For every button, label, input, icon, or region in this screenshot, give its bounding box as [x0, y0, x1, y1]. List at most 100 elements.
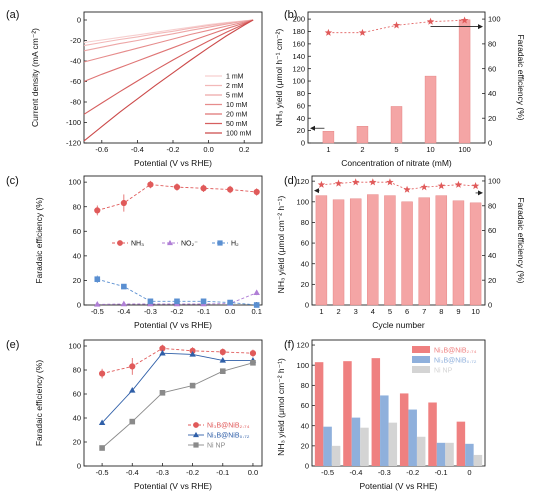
panel-d: (d) 0 20 40 60 80 100 120 0 20 40 60 80 100 1 2 3 4 5 6 7 8 9 1…	[276, 175, 526, 330]
panel-e-legend-marker-0	[193, 422, 199, 428]
panel-f-bar-2-0	[331, 445, 341, 466]
panel-f-bar-0-1	[343, 361, 352, 466]
panel-f-legend-label-2: Ni NP	[434, 368, 453, 375]
panel-d-bar-7	[435, 195, 448, 306]
panel-e-ytick-label-4: 80	[73, 366, 81, 375]
panel-e-point-0-4	[219, 348, 226, 356]
panel-d-bar-4	[384, 195, 396, 306]
panel-f-frame	[311, 339, 486, 467]
panel-c-point-0-6	[253, 188, 260, 196]
panel-a-curve-5	[83, 19, 254, 115]
panel-c-point-2-6	[253, 302, 260, 308]
panel-b-ytick-label-7: 140	[292, 52, 305, 61]
panel-c-xtick-label-0: -0.5	[91, 307, 104, 316]
panel-b-fe-point-4	[460, 16, 469, 24]
panel-b-xtick-label-4: 100	[458, 145, 471, 154]
panel-c-point-1-6	[253, 289, 260, 295]
panel-e-legend-label-0: Ni₃B@NiB₂.₇₄	[207, 423, 250, 430]
panel-d-right-ytick-label-2: 40	[488, 251, 496, 260]
panel-e-point-2-1	[129, 418, 136, 425]
panel-f-bar-1-2	[380, 395, 389, 466]
panel-e-legend-marker-1	[193, 431, 199, 438]
panel-f-xtick-label-5: 0	[467, 468, 471, 477]
panel-e-xtick-label-1: -0.4	[126, 468, 139, 477]
panel-d-ytick-label-0: 0	[305, 301, 309, 310]
panel-f-ytick-label-2: 40	[301, 421, 309, 430]
panel-d-xtick-label-7: 8	[439, 307, 443, 316]
panel-e-legend-label-1: Ni₃B@NiB₀.₇₂	[207, 433, 250, 440]
panel-c-legend-label-1: NO₂⁻	[181, 241, 198, 248]
panel-f-xtick-label-0: -0.5	[321, 468, 334, 477]
panel-d-ylabel: NH₃ yield (μmol cm⁻² h⁻¹)	[276, 196, 286, 294]
panel-f: (f) 0 20 40 60 80 100 120 -0.5 -0.4 -0.3 -0.2 -0.1 0 N…	[276, 339, 486, 491]
panel-c-legend-marker-2	[217, 240, 223, 246]
panel-c-ylabel: Faradaic efficiency (%)	[34, 197, 44, 283]
panel-f-ylabel: NH₃ yield (μmol cm⁻² h⁻¹)	[276, 358, 286, 456]
panel-b-right-ytick-label-5: 100	[488, 15, 501, 24]
panel-d-right-ytick-label-3: 60	[488, 226, 496, 235]
panel-b-bar-2	[390, 106, 403, 144]
panel-e-ytick-label-1: 20	[73, 438, 81, 447]
panel-b-label: (b)	[284, 9, 297, 21]
panel-c-ytick-label-1: 20	[73, 276, 81, 285]
panel-f-xtick-label-4: -0.1	[435, 468, 448, 477]
panel-f-bar-0-0	[314, 362, 324, 466]
panel-c-ytick-label-3: 60	[73, 227, 81, 236]
panel-d-fe-point-6	[420, 183, 428, 191]
panel-d-bar-8	[452, 200, 465, 306]
panel-c-point-1-1	[120, 300, 128, 307]
panel-a-ytick-label-3: -60	[70, 77, 81, 86]
panel-f-bar-2-5	[473, 454, 483, 466]
panel-d-xtick-label-6: 7	[422, 307, 426, 316]
panel-f-legend-label-1: Ni₃B@NiB₀.₇₂	[434, 358, 477, 365]
panel-b-bar-0	[322, 131, 335, 144]
panel-b-bar-4	[458, 19, 471, 144]
panel-b-ytick-label-5: 100	[292, 77, 305, 86]
panel-c-xtick-label-2: -0.3	[144, 307, 157, 316]
panel-d-left-arrowhead	[314, 188, 319, 194]
panel-e-point-0-5	[249, 350, 257, 357]
panel-b-ytick-label-10: 200	[292, 15, 305, 24]
panel-e-point-2-4	[219, 368, 226, 374]
panel-e: (e) 0 20 40 60 80 100 -0.5 -0.4 -0.3 -0.2 -0.1 0.0 Fa…	[6, 339, 263, 491]
panel-f-xlabel: Potential (V vs RHE)	[360, 481, 438, 491]
panel-b-ytick-label-1: 20	[297, 126, 305, 135]
panel-f-bar-2-1	[360, 427, 369, 466]
panel-c-xtick-label-4: -0.1	[197, 307, 210, 316]
panel-f-bar-1-3	[408, 409, 417, 466]
panel-e-line-2	[101, 362, 254, 449]
panel-d-right-ytick-label-4: 80	[488, 201, 496, 210]
panel-c: (c) 0 20 40 60 80 100 -0.5 -0.4 -0.3 -0.2 -0.1 0.0 0.…	[6, 175, 263, 330]
panel-d-right-ytick-label-0: 0	[488, 301, 492, 310]
panel-d-fe-point-1	[334, 179, 343, 187]
panel-a-ytick-label-1: -20	[70, 36, 81, 45]
panel-b-xtick-label-0: 1	[326, 145, 330, 154]
panel-f-ytick-label-5: 100	[296, 361, 309, 370]
panel-d-fe-point-4	[386, 178, 394, 186]
panel-b-right-ytick-label-3: 60	[488, 64, 496, 73]
panel-f-ytick-label-1: 20	[301, 441, 309, 450]
panel-e-point-1-3	[189, 351, 196, 357]
panel-b-ytick-label-9: 180	[292, 27, 305, 36]
panel-b-fe-point-2	[392, 21, 401, 29]
panel-d-ytick-label-5: 100	[296, 197, 309, 206]
panel-e-label: (e)	[6, 339, 19, 351]
panel-e-point-0-0	[99, 370, 106, 377]
panel-a-curve-4	[83, 19, 254, 83]
panel-e-ytick-label-0: 0	[77, 462, 81, 471]
panel-b-ylabel: NH₃ yield (μmol h⁻¹ cm⁻²)	[274, 29, 284, 127]
panel-c-point-0-4	[200, 185, 207, 192]
panel-d-bar-1	[332, 199, 345, 306]
panel-a-legend-label-3: 10 mM	[226, 102, 248, 109]
panel-f-bar-0-2	[371, 358, 381, 466]
panel-a-xtick-label-2: -0.2	[167, 145, 180, 154]
panel-f-xtick-label-1: -0.4	[349, 468, 362, 477]
panel-c-point-2-0	[94, 276, 101, 282]
panel-b-fe-point-1	[358, 28, 367, 36]
panel-d-right-ytick-label-1: 20	[488, 276, 496, 285]
panel-e-point-0-1	[129, 363, 136, 370]
panel-b-xtick-label-1: 2	[360, 145, 364, 154]
panel-f-bar-1-0	[323, 426, 332, 466]
panel-f-ytick-label-4: 80	[301, 381, 309, 390]
panel-c-xtick-label-6: 0.1	[251, 307, 261, 316]
